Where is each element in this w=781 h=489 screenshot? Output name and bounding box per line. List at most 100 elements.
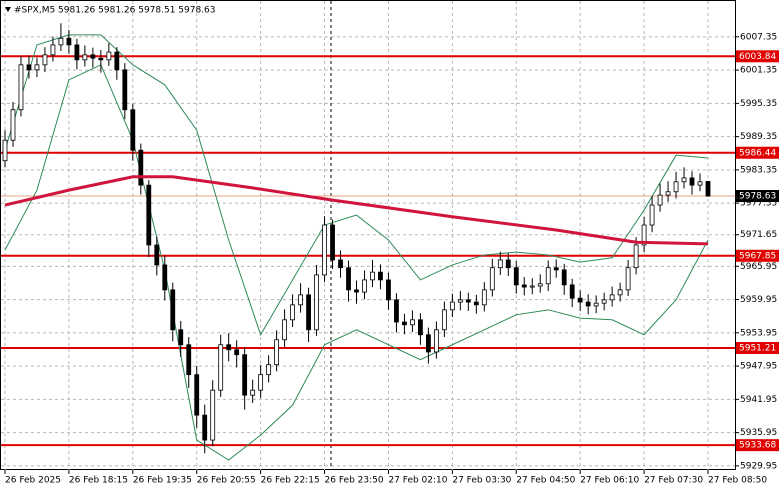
candle-body: [226, 344, 232, 351]
candle-body: [10, 109, 16, 141]
candle-body: [489, 267, 495, 291]
candle-body: [370, 271, 375, 281]
indicator-line: [4, 64, 709, 461]
x-tick-label: 27 Feb 04:50: [516, 476, 575, 486]
candle-body: [202, 414, 208, 441]
candle-body: [146, 184, 152, 246]
candle-body: [210, 389, 216, 441]
candle-body: [66, 37, 72, 46]
level-label-bg: [736, 342, 779, 355]
candle-body: [657, 194, 663, 206]
candle-body: [705, 181, 711, 197]
candle-body: [641, 224, 647, 246]
candle-body: [130, 109, 136, 151]
x-tick-label: 26 Feb 23:50: [325, 476, 384, 486]
candle-body: [90, 54, 96, 59]
candle-body: [18, 64, 24, 111]
y-tick-label: 5977.35: [740, 199, 777, 209]
candle-body: [425, 334, 431, 353]
x-tick-label: 26 Feb 22:15: [261, 476, 320, 486]
candle-body: [338, 259, 343, 269]
level-label: 5933.68: [739, 441, 776, 451]
candle-body: [465, 299, 471, 303]
candle-body: [362, 279, 367, 293]
candle-body: [617, 289, 623, 296]
x-tick-label: 27 Feb 07:30: [644, 476, 703, 486]
candle-body: [266, 364, 272, 376]
candle-body: [154, 244, 160, 266]
candle-body: [449, 301, 455, 311]
candle-body: [114, 51, 120, 71]
candle-body: [250, 389, 256, 396]
y-tick-label: 5989.35: [740, 132, 777, 142]
candle-body: [378, 271, 383, 281]
y-tick-label: 5965.95: [740, 262, 777, 272]
x-tick-label: 26 Feb 19:35: [133, 476, 192, 486]
candle-body: [82, 54, 88, 61]
candle-body: [138, 149, 144, 186]
y-tick-label: 5947.95: [740, 362, 777, 372]
candle-body: [441, 309, 447, 331]
level-label-bg: [736, 439, 779, 452]
candle-body: [306, 294, 311, 331]
candle-body: [218, 344, 224, 391]
candle-body: [561, 269, 567, 286]
candle-body: [258, 374, 264, 391]
level-label: 6003.84: [739, 52, 776, 62]
level-label-bg: [736, 50, 779, 63]
candle-body: [330, 224, 335, 261]
candle-body: [234, 349, 240, 356]
candle-body: [537, 283, 543, 287]
x-tick-label: 27 Feb 06:10: [580, 476, 639, 486]
candle-body: [457, 299, 463, 303]
x-tick-label: 26 Feb 2025: [5, 476, 61, 486]
y-tick-label: 6007.35: [740, 32, 777, 42]
candle-body: [42, 54, 48, 66]
x-tick-label: 27 Feb 03:30: [452, 476, 511, 486]
indicator-line: [4, 175, 709, 246]
candle-body: [689, 177, 695, 186]
x-tick-label: 26 Feb 18:15: [69, 476, 128, 486]
candle-body: [473, 301, 479, 306]
candle-body: [98, 57, 104, 61]
candle-body: [170, 289, 176, 331]
candle-body: [633, 244, 639, 269]
candle-body: [298, 294, 303, 306]
candle-body: [665, 191, 671, 196]
x-tick-label: 27 Feb 02:10: [388, 476, 447, 486]
candle-body: [433, 329, 439, 353]
candle-body: [194, 374, 200, 416]
level-label: 5967.85: [739, 251, 776, 261]
level-label-bg: [736, 249, 779, 262]
candle-body: [418, 319, 423, 336]
candle-body: [242, 354, 248, 396]
y-tick-label: 5959.95: [740, 295, 777, 305]
candle-body: [26, 64, 32, 71]
candle-body: [386, 279, 391, 301]
candle-body: [585, 301, 591, 307]
level-label-bg: [736, 146, 779, 159]
candle-body: [314, 274, 319, 331]
level-label: 5951.21: [739, 344, 776, 354]
candle-body: [625, 267, 631, 291]
candle-body: [673, 181, 679, 193]
candle-body: [577, 297, 583, 303]
candle-body: [34, 64, 40, 71]
candle-body: [58, 37, 64, 46]
y-tick-label: 5941.95: [740, 395, 777, 405]
candle-body: [553, 267, 559, 271]
menu-triangle: [5, 7, 11, 12]
chart-title: #SPX,M5 5981.26 5981.26 5978.51 5978.63: [14, 6, 216, 16]
y-tick-label: 5971.65: [740, 230, 777, 240]
candle-body: [106, 51, 112, 61]
candle-body: [162, 264, 168, 291]
candle-body: [274, 339, 280, 366]
candle-body: [681, 177, 687, 183]
candle-body: [649, 204, 655, 226]
candle-body: [186, 344, 192, 376]
candle-body: [354, 289, 359, 293]
y-tick-label: 5983.35: [740, 165, 777, 175]
y-tick-label: 6001.35: [740, 66, 777, 76]
candle-body: [505, 259, 511, 269]
